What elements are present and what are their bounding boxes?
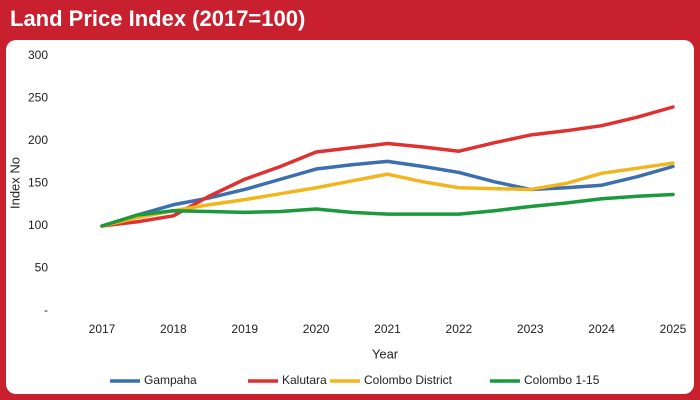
x-tick-label: 2017 (89, 322, 116, 336)
legend-label: Colombo District (364, 373, 453, 387)
legend-label: Colombo 1-15 (524, 373, 600, 387)
legend-label: Kalutara (282, 373, 327, 387)
y-tick-label: 100 (28, 218, 48, 232)
series-line (100, 161, 675, 228)
x-tick-label: 2021 (374, 322, 401, 336)
x-tick-label: 2025 (660, 322, 687, 336)
x-tick-label: 2024 (588, 322, 615, 336)
x-tick-label: 2020 (303, 322, 330, 336)
series-line (100, 192, 675, 228)
x-tick-label: 2022 (446, 322, 473, 336)
x-tick-label: 2019 (231, 322, 258, 336)
x-axis-title: Year (372, 346, 399, 361)
legend-label: Gampaha (144, 373, 197, 387)
y-tick-label: 300 (28, 48, 48, 62)
chart-title: Land Price Index (2017=100) (10, 6, 305, 31)
y-tick-label: 200 (28, 133, 48, 147)
series-line (100, 159, 675, 228)
x-tick-label: 2023 (517, 322, 544, 336)
y-tick-label: 50 (35, 261, 49, 275)
panel (6, 40, 694, 394)
x-tick-label: 2018 (160, 322, 187, 336)
series-line (100, 105, 675, 228)
y-axis-title: Index No (7, 157, 22, 209)
y-tick-label: 250 (28, 91, 48, 105)
y-tick-label: 150 (28, 176, 48, 190)
y-tick-label: - (44, 303, 48, 317)
